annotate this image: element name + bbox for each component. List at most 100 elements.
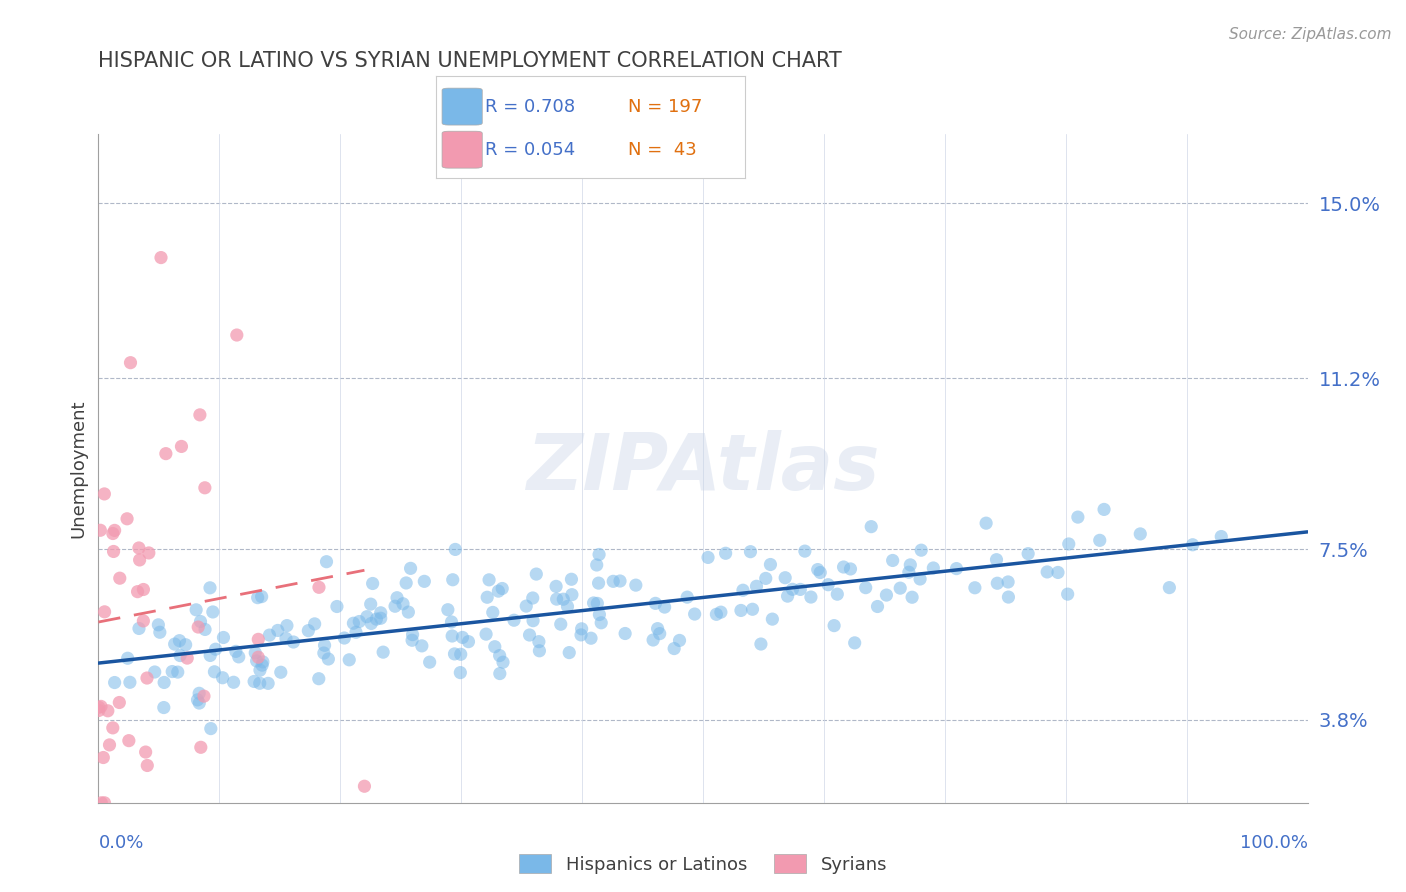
- Point: [90, 796, 112, 810]
- Point: [148, 617, 170, 632]
- Point: [392, 597, 415, 611]
- Point: [135, 745, 157, 759]
- Point: [668, 633, 690, 648]
- Point: [87, 700, 110, 714]
- Point: [225, 644, 247, 658]
- Point: [875, 588, 897, 602]
- Point: [104, 524, 127, 538]
- Point: [492, 655, 515, 669]
- Point: [910, 543, 932, 558]
- Point: [922, 561, 945, 575]
- Point: [782, 582, 804, 597]
- Point: [986, 576, 1008, 591]
- Point: [155, 447, 177, 461]
- Point: [441, 573, 464, 587]
- Point: [745, 579, 768, 593]
- Point: [823, 618, 845, 632]
- Point: [560, 572, 582, 586]
- Point: [546, 579, 568, 593]
- Point: [1092, 502, 1115, 516]
- FancyBboxPatch shape: [441, 131, 482, 168]
- Point: [188, 696, 211, 710]
- Point: [945, 561, 967, 575]
- Point: [591, 615, 613, 630]
- Point: [396, 605, 419, 619]
- Point: [361, 576, 384, 591]
- Point: [553, 592, 575, 607]
- Point: [643, 632, 665, 647]
- Point: [136, 758, 159, 772]
- Point: [349, 615, 371, 629]
- Point: [741, 602, 763, 616]
- Point: [204, 665, 226, 679]
- Point: [486, 584, 509, 599]
- Point: [169, 648, 191, 663]
- Text: HISPANIC OR LATINO VS SYRIAN UNEMPLOYMENT CORRELATION CHART: HISPANIC OR LATINO VS SYRIAN UNEMPLOYMEN…: [98, 52, 842, 71]
- Point: [789, 582, 811, 597]
- Point: [1046, 566, 1069, 580]
- Point: [839, 562, 862, 576]
- Point: [484, 640, 506, 654]
- Point: [373, 645, 395, 659]
- Point: [194, 481, 217, 495]
- Point: [337, 653, 360, 667]
- Point: [450, 648, 472, 662]
- Point: [773, 571, 796, 585]
- Point: [225, 328, 247, 343]
- Point: [710, 605, 733, 619]
- Point: [586, 596, 609, 610]
- Point: [1017, 547, 1039, 561]
- Point: [128, 541, 150, 555]
- Point: [259, 628, 281, 642]
- Point: [522, 591, 544, 605]
- Point: [274, 632, 297, 646]
- Point: [132, 582, 155, 597]
- Point: [440, 615, 463, 629]
- Point: [308, 672, 330, 686]
- Point: [326, 599, 349, 614]
- Point: [654, 600, 676, 615]
- Point: [441, 629, 464, 643]
- Point: [997, 590, 1019, 604]
- Point: [515, 599, 537, 613]
- Point: [477, 591, 499, 605]
- Point: [647, 622, 669, 636]
- Point: [247, 650, 270, 665]
- Point: [186, 603, 208, 617]
- Point: [267, 624, 290, 638]
- Point: [488, 648, 510, 663]
- Point: [761, 612, 783, 626]
- Point: [246, 591, 269, 605]
- Point: [384, 599, 406, 614]
- Point: [419, 655, 441, 669]
- Point: [808, 566, 831, 580]
- Point: [93, 796, 115, 810]
- Point: [360, 597, 382, 611]
- Point: [832, 560, 855, 574]
- Point: [503, 613, 526, 627]
- Point: [118, 675, 141, 690]
- Point: [312, 646, 335, 660]
- Point: [249, 663, 271, 677]
- Point: [150, 251, 173, 265]
- Text: Source: ZipAtlas.com: Source: ZipAtlas.com: [1229, 27, 1392, 42]
- Text: ZIPAtlas: ZIPAtlas: [526, 430, 880, 507]
- Point: [395, 576, 418, 591]
- Point: [529, 644, 551, 658]
- Point: [1036, 565, 1059, 579]
- Point: [546, 592, 568, 607]
- Point: [609, 574, 631, 588]
- Point: [897, 566, 920, 580]
- Point: [401, 633, 423, 648]
- Point: [451, 631, 474, 645]
- Point: [527, 634, 550, 648]
- Point: [308, 580, 330, 594]
- Point: [342, 616, 364, 631]
- Point: [1056, 587, 1078, 601]
- Point: [579, 631, 602, 645]
- Legend: Hispanics or Latinos, Syrians: Hispanics or Latinos, Syrians: [512, 847, 894, 880]
- Point: [401, 627, 423, 641]
- Point: [558, 646, 581, 660]
- Point: [128, 553, 150, 567]
- Point: [749, 637, 772, 651]
